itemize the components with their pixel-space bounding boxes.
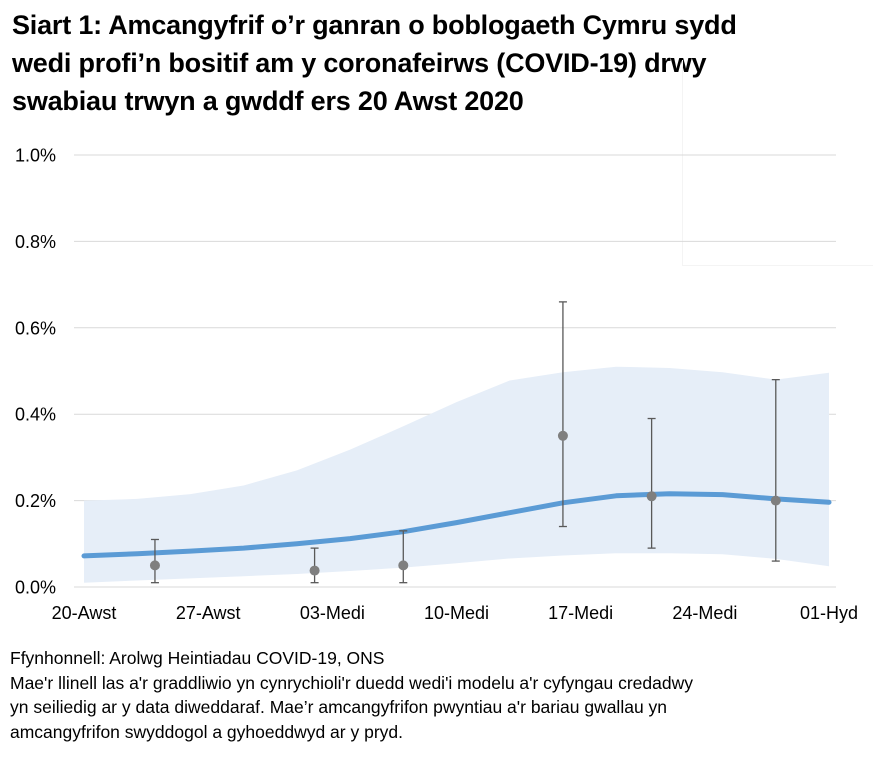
note-line-3: amcangyfrifon swyddogol a gyhoeddwyd ar …: [10, 721, 403, 742]
trend-line: [81, 491, 832, 559]
point-marker: [770, 495, 781, 506]
x-tick-label: 03-Medi: [300, 603, 365, 623]
y-tick-label: 0.0%: [15, 578, 56, 598]
chart-title-line-3: swabiau trwyn a gwddf ers 20 Awst 2020: [12, 86, 524, 116]
x-tick-label: 27-Awst: [176, 603, 241, 623]
x-tick-label: 17-Medi: [548, 603, 613, 623]
point-estimate: [398, 530, 409, 584]
credible-interval-band: [84, 366, 829, 583]
point-estimate: [770, 378, 781, 562]
point-estimate: [309, 547, 320, 584]
point-estimate: [557, 301, 568, 528]
x-axis-ticks: 20-Awst 27-Awst 03-Medi 10-Medi 17-Medi 24-Me…: [52, 603, 858, 623]
line-chart: 0.0% 0.2% 0.4% 0.6% 0.8% 1.0% 20-Awst 27-Awst 0…: [15, 146, 858, 624]
point-estimate: [646, 417, 657, 549]
point-estimate: [149, 538, 160, 584]
y-tick-label: 1.0%: [15, 146, 56, 166]
point-marker: [309, 565, 320, 576]
chart-title: Siart 1: Amcangyfrif o’r ganran o boblog…: [12, 6, 872, 120]
note-line-1: Mae'r llinell las a'r graddliwio yn cynr…: [10, 672, 693, 693]
x-tick-label: 10-Medi: [424, 603, 489, 623]
x-tick-label: 24-Medi: [672, 603, 737, 623]
y-axis-ticks: 0.0% 0.2% 0.4% 0.6% 0.8% 1.0%: [15, 146, 56, 598]
y-tick-label: 0.4%: [15, 405, 56, 425]
chart-title-line-1: Siart 1: Amcangyfrif o’r ganran o boblog…: [12, 10, 737, 40]
chart-notes: Ffynhonnell: Arolwg Heintiadau COVID-19,…: [10, 646, 693, 744]
note-line-2: yn seiliedig ar y data diweddaraf. Mae’r…: [10, 697, 668, 717]
point-estimates: [149, 301, 781, 584]
y-tick-label: 0.2%: [15, 491, 56, 511]
source-note: Ffynhonnell: Arolwg Heintiadau COVID-19,…: [10, 648, 385, 668]
x-tick-label: 01-Hyd: [800, 603, 858, 623]
point-marker: [557, 430, 568, 441]
point-marker: [398, 560, 409, 571]
y-tick-label: 0.8%: [15, 232, 56, 252]
y-tick-label: 0.6%: [15, 318, 56, 338]
point-marker: [149, 560, 160, 571]
chart-title-line-2: wedi profi’n bositif am y coronafeirws (…: [12, 48, 707, 78]
x-tick-label: 20-Awst: [52, 603, 117, 623]
point-marker: [646, 491, 657, 502]
faint-overlay-box: [682, 60, 873, 266]
